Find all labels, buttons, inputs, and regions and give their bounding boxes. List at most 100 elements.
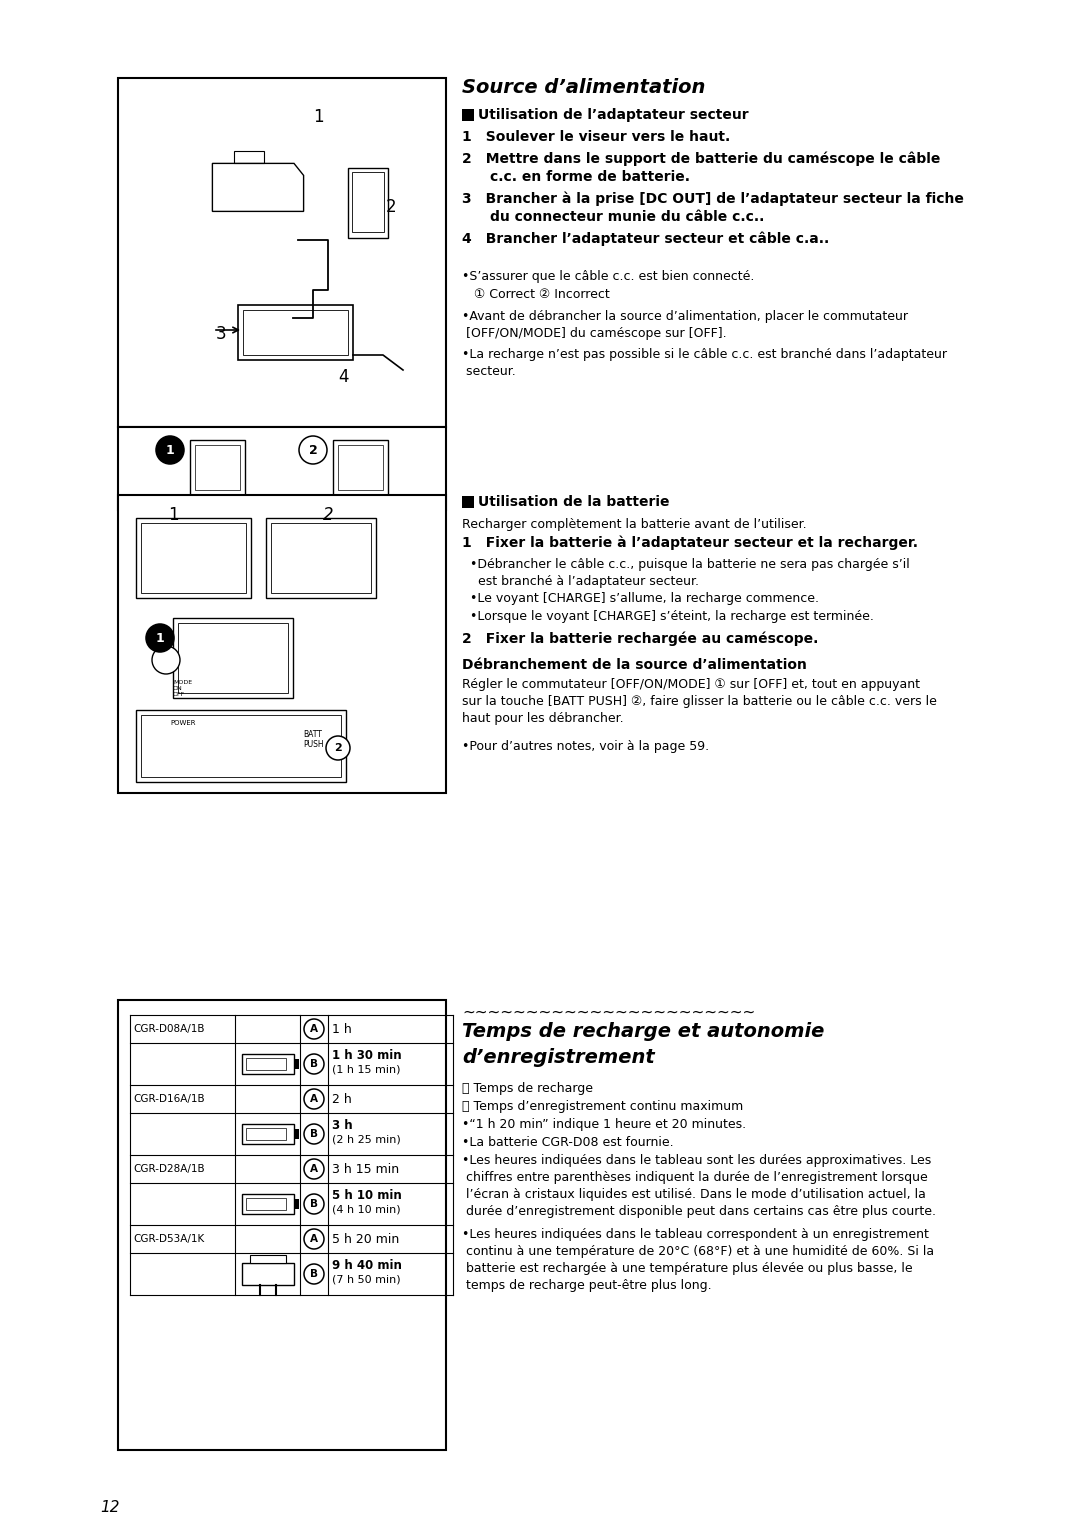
Circle shape <box>156 435 184 465</box>
Text: B: B <box>310 1059 318 1070</box>
Text: 12: 12 <box>100 1500 120 1514</box>
Text: A: A <box>310 1164 318 1174</box>
Text: 1: 1 <box>313 108 324 125</box>
Bar <box>294 1129 298 1138</box>
Text: Source d’alimentation: Source d’alimentation <box>462 78 705 96</box>
Text: 3 h 15 min: 3 h 15 min <box>332 1163 400 1177</box>
Text: •La batterie CGR-D08 est fournie.: •La batterie CGR-D08 est fournie. <box>462 1135 674 1149</box>
Text: Temps de recharge et autonomie: Temps de recharge et autonomie <box>462 1022 824 1041</box>
Text: •S’assurer que le câble c.c. est bien connecté.: •S’assurer que le câble c.c. est bien co… <box>462 270 754 283</box>
Circle shape <box>303 1125 324 1144</box>
Text: 4  Brancher l’adaptateur secteur et câble c.a..: 4 Brancher l’adaptateur secteur et câble… <box>462 232 829 246</box>
Bar <box>136 711 346 782</box>
Text: CGR-D08A/1B: CGR-D08A/1B <box>133 1024 204 1034</box>
Text: (2 h 25 min): (2 h 25 min) <box>332 1135 401 1144</box>
Text: 2: 2 <box>323 506 334 524</box>
Circle shape <box>303 1019 324 1039</box>
Text: 9 h 40 min: 9 h 40 min <box>332 1259 402 1271</box>
Text: 2: 2 <box>309 443 318 457</box>
Bar <box>141 523 246 593</box>
Text: ① Correct ② Incorrect: ① Correct ② Incorrect <box>474 287 610 301</box>
Bar <box>118 495 446 793</box>
Text: CGR-D53A/1K: CGR-D53A/1K <box>133 1235 204 1244</box>
Text: •“1 h 20 min” indique 1 heure et 20 minutes.: •“1 h 20 min” indique 1 heure et 20 minu… <box>462 1118 746 1131</box>
Text: A: A <box>310 1024 318 1034</box>
Bar <box>242 1193 294 1215</box>
Text: ~~~~~~~~~~~~~~~~~~~~~~~: ~~~~~~~~~~~~~~~~~~~~~~~ <box>462 1005 755 1021</box>
Text: 1: 1 <box>156 631 164 645</box>
Bar <box>462 108 474 121</box>
Text: Ⓐ Temps de recharge: Ⓐ Temps de recharge <box>462 1082 593 1096</box>
Circle shape <box>303 1264 324 1284</box>
Text: 3  Brancher à la prise [DC OUT] de l’adaptateur secteur la fiche
    du connecte: 3 Brancher à la prise [DC OUT] de l’adap… <box>462 193 963 225</box>
Bar <box>245 1057 285 1070</box>
Text: BATT
PUSH: BATT PUSH <box>303 730 324 749</box>
Text: B: B <box>310 1268 318 1279</box>
Bar <box>173 617 293 698</box>
Text: •Pour d’autres notes, voir à la page 59.: •Pour d’autres notes, voir à la page 59. <box>462 740 710 753</box>
Bar <box>118 78 446 426</box>
Text: Utilisation de la batterie: Utilisation de la batterie <box>478 495 670 509</box>
Text: 1  Soulever le viseur vers le haut.: 1 Soulever le viseur vers le haut. <box>462 130 730 144</box>
Text: (7 h 50 min): (7 h 50 min) <box>332 1274 401 1285</box>
Text: d’enregistrement: d’enregistrement <box>462 1048 654 1067</box>
Text: •Les heures indiquées dans le tableau correspondent à un enregistrement
 continu: •Les heures indiquées dans le tableau co… <box>462 1229 934 1293</box>
Text: (4 h 10 min): (4 h 10 min) <box>332 1206 401 1215</box>
Text: CGR-D16A/1B: CGR-D16A/1B <box>133 1094 204 1105</box>
Text: •Lorsque le voyant [CHARGE] s’éteint, la recharge est terminée.: •Lorsque le voyant [CHARGE] s’éteint, la… <box>470 610 874 623</box>
Text: •Avant de débrancher la source d’alimentation, placer le commutateur
 [OFF/ON/MO: •Avant de débrancher la source d’aliment… <box>462 310 908 341</box>
Bar <box>333 440 388 495</box>
Text: Ⓑ Temps d’enregistrement continu maximum: Ⓑ Temps d’enregistrement continu maximum <box>462 1100 743 1112</box>
Text: Régler le commutateur [OFF/ON/MODE] ① sur [OFF] et, tout en appuyant
sur la touc: Régler le commutateur [OFF/ON/MODE] ① su… <box>462 678 936 724</box>
Text: •Le voyant [CHARGE] s’allume, la recharge commence.: •Le voyant [CHARGE] s’allume, la recharg… <box>470 591 819 605</box>
Text: 1: 1 <box>168 506 178 524</box>
Circle shape <box>303 1089 324 1109</box>
Bar <box>271 523 372 593</box>
Bar <box>462 497 474 507</box>
Circle shape <box>303 1229 324 1248</box>
Bar <box>249 1254 285 1264</box>
Bar <box>141 715 341 778</box>
Text: 3 h: 3 h <box>332 1118 353 1132</box>
Text: Débranchement de la source d’alimentation: Débranchement de la source d’alimentatio… <box>462 659 807 672</box>
Bar <box>136 518 251 597</box>
Bar <box>190 440 245 495</box>
Text: 1 h: 1 h <box>332 1024 352 1036</box>
Bar <box>242 1264 294 1285</box>
Text: A: A <box>310 1235 318 1244</box>
Text: B: B <box>310 1199 318 1209</box>
Bar <box>242 1054 294 1074</box>
Text: (1 h 15 min): (1 h 15 min) <box>332 1065 401 1076</box>
Text: 1: 1 <box>165 443 174 457</box>
Bar <box>242 1125 294 1144</box>
Text: 2: 2 <box>386 199 396 215</box>
Bar <box>294 1059 298 1070</box>
Text: 2  Mettre dans le support de batterie du caméscope le câble
    c.c. en forme de: 2 Mettre dans le support de batterie du … <box>462 151 941 185</box>
Bar <box>243 310 348 354</box>
Text: 2 h: 2 h <box>332 1093 352 1106</box>
Text: MODE
ON
OFF: MODE ON OFF <box>173 680 192 697</box>
Circle shape <box>303 1193 324 1215</box>
Circle shape <box>303 1160 324 1180</box>
Bar <box>348 168 388 238</box>
Text: A: A <box>310 1094 318 1105</box>
Bar <box>294 1199 298 1209</box>
Bar <box>195 445 240 490</box>
Text: Utilisation de l’adaptateur secteur: Utilisation de l’adaptateur secteur <box>478 108 748 122</box>
Text: •Débrancher le câble c.c., puisque la batterie ne sera pas chargée s’il
  est br: •Débrancher le câble c.c., puisque la ba… <box>470 558 909 588</box>
Bar <box>178 623 288 694</box>
Text: 1  Fixer la batterie à l’adaptateur secteur et la recharger.: 1 Fixer la batterie à l’adaptateur secte… <box>462 536 918 550</box>
Text: 5 h 10 min: 5 h 10 min <box>332 1189 402 1203</box>
Circle shape <box>146 623 174 652</box>
Circle shape <box>303 1054 324 1074</box>
Text: 3: 3 <box>216 325 227 342</box>
Circle shape <box>152 646 180 674</box>
Text: •Les heures indiquées dans le tableau sont les durées approximatives. Les
 chiff: •Les heures indiquées dans le tableau so… <box>462 1154 936 1218</box>
Text: •La recharge n’est pas possible si le câble c.c. est branché dans l’adaptateur
 : •La recharge n’est pas possible si le câ… <box>462 348 947 377</box>
Bar <box>245 1198 285 1210</box>
Bar <box>118 426 446 510</box>
Text: 5 h 20 min: 5 h 20 min <box>332 1233 400 1245</box>
Bar <box>245 1128 285 1140</box>
Circle shape <box>299 435 327 465</box>
Bar <box>352 173 384 232</box>
